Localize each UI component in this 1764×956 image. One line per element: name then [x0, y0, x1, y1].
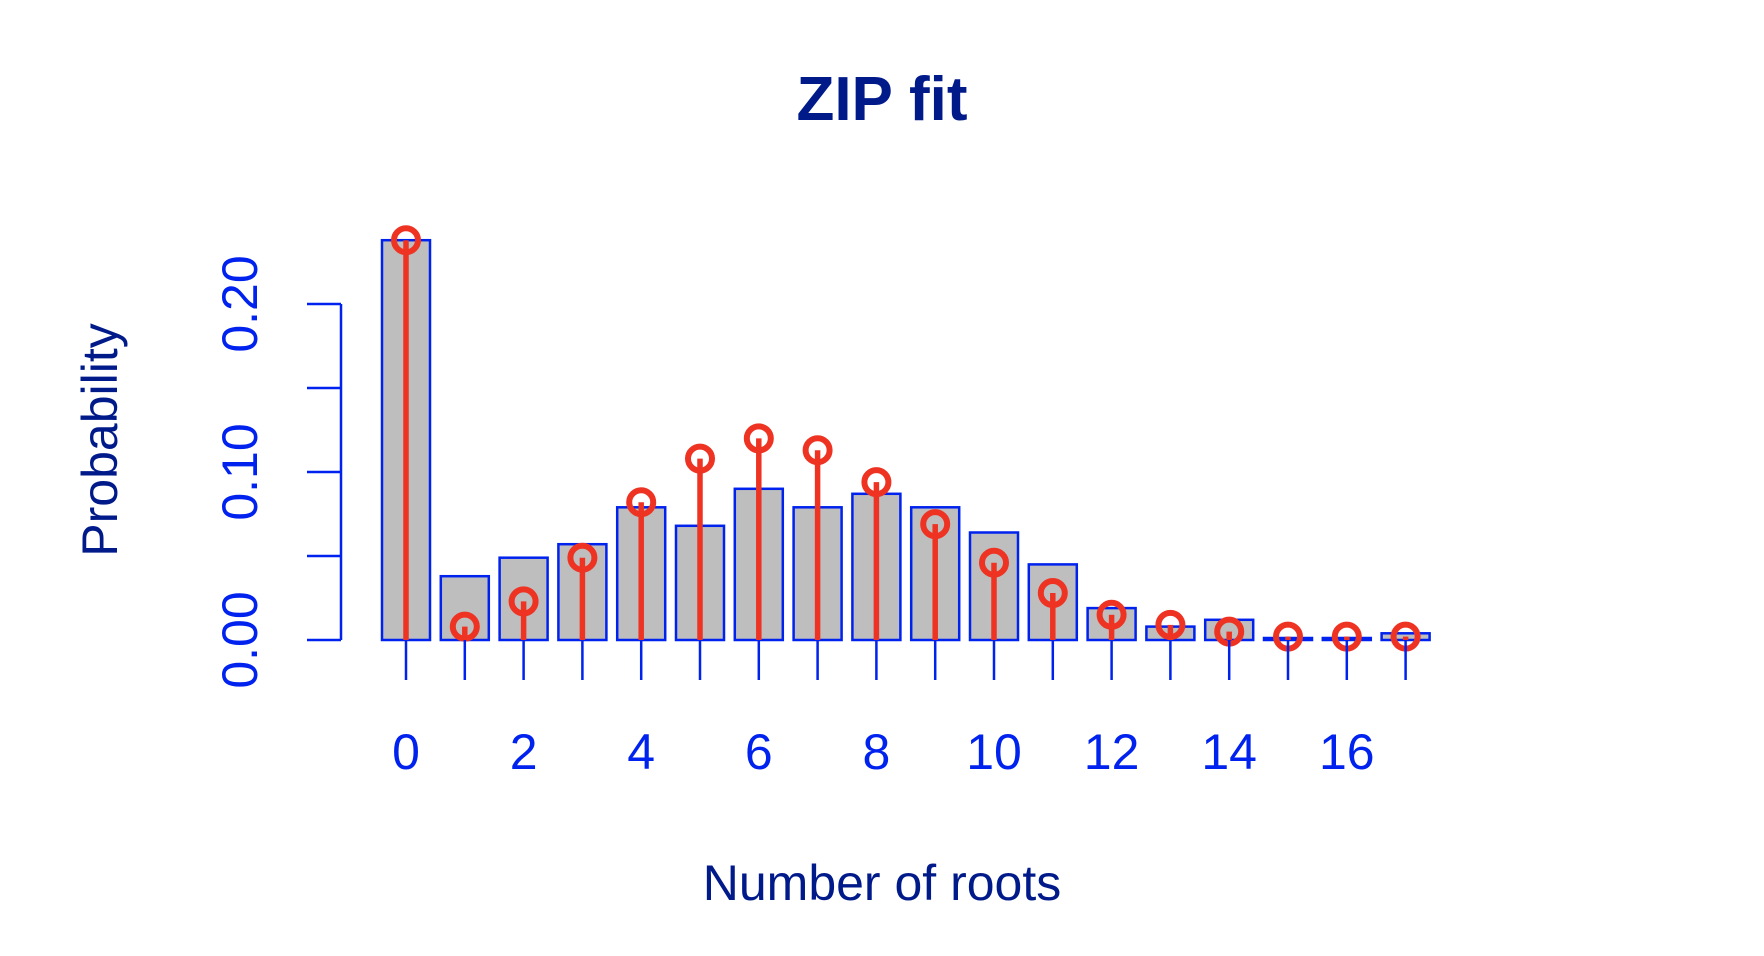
x-tick-label: 12 — [1084, 724, 1140, 780]
lollipop-point-0 — [391, 225, 421, 256]
x-tick-label: 10 — [966, 724, 1022, 780]
y-tick-label: 0.00 — [212, 591, 268, 688]
lollipop-point-6 — [743, 423, 774, 454]
x-tick-label: 14 — [1201, 724, 1257, 780]
lollipop-point-13 — [1155, 609, 1186, 640]
lollipop-point-4 — [626, 487, 657, 518]
x-tick-label: 6 — [745, 724, 773, 780]
lollipop-point-9 — [920, 509, 951, 540]
y-tick-label: 0.20 — [212, 255, 268, 352]
lollipop-point-11 — [1037, 578, 1068, 608]
x-tick-label: 0 — [392, 724, 420, 780]
lollipop-point-7 — [802, 435, 833, 466]
x-axis-label: Number of roots — [703, 855, 1061, 911]
lollipop-point-8 — [861, 467, 892, 498]
chart-title: ZIP fit — [796, 65, 967, 134]
lollipop-point-1 — [449, 611, 480, 642]
x-tick-label: 4 — [627, 724, 655, 780]
x-tick-label: 8 — [862, 724, 890, 780]
y-axis-label: Probability — [72, 323, 128, 556]
lollipop-point-5 — [685, 443, 715, 474]
bars-layer — [380, 238, 1431, 642]
lollipop-point-2 — [508, 586, 539, 617]
y-tick-label: 0.10 — [212, 423, 268, 520]
x-axis: 0 2 4 6 8 10 12 14 16 — [392, 640, 1407, 780]
lollipop-point-3 — [567, 542, 598, 573]
lollipop-point-10 — [979, 547, 1009, 578]
lollipop-point-12 — [1096, 599, 1127, 630]
y-axis: 0.00 0.10 0.20 — [212, 255, 343, 689]
lollipop-layer — [391, 225, 1421, 652]
x-tick-label: 16 — [1319, 724, 1375, 780]
x-tick-label: 2 — [510, 724, 538, 780]
